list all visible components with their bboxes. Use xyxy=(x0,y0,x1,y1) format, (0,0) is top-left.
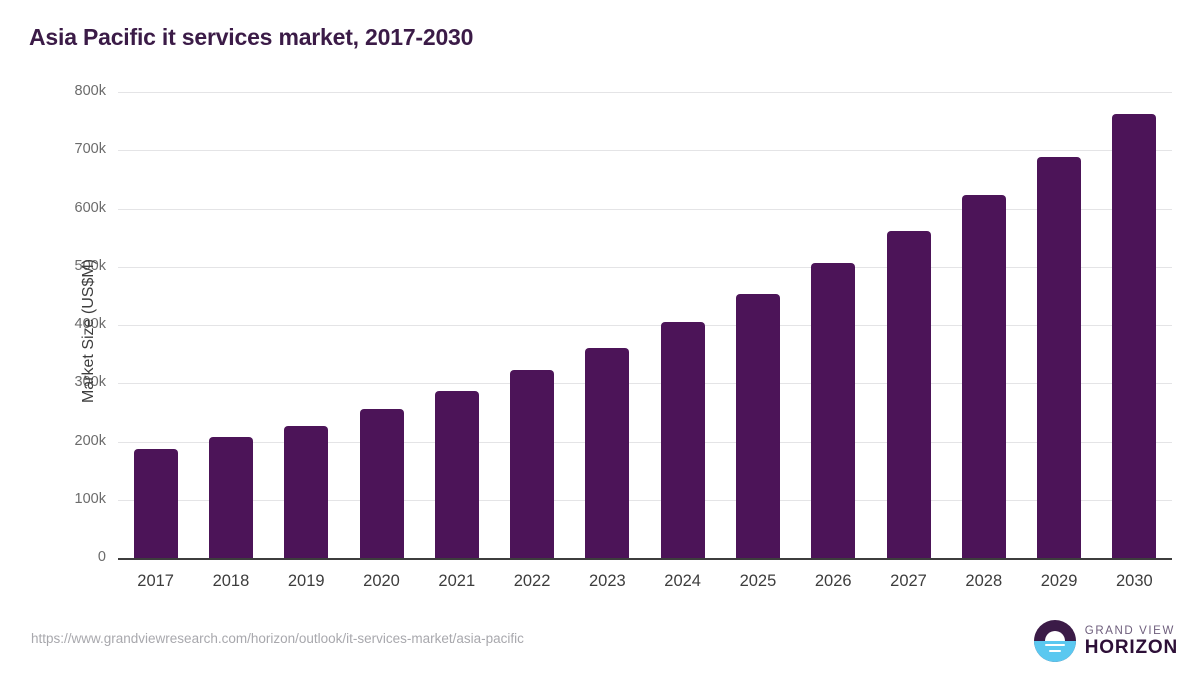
bar-2020[interactable] xyxy=(359,409,404,558)
bar-2018[interactable] xyxy=(208,437,253,558)
x-axis-line xyxy=(118,558,1172,560)
gridline xyxy=(118,441,1172,443)
y-axis-tick-label: 100k xyxy=(74,490,106,507)
bar-2030[interactable] xyxy=(1112,114,1157,558)
logo-brand-top: GRAND VIEW xyxy=(1084,624,1175,637)
y-axis-tick-label: 200k xyxy=(74,432,106,449)
y-axis-tick-label: 0 xyxy=(97,549,106,565)
y-axis-tick-label: 700k xyxy=(74,141,106,158)
gridline xyxy=(118,325,1172,326)
plot-area xyxy=(118,92,1172,558)
x-axis-tick-label: 2027 xyxy=(890,572,927,590)
bar-2022[interactable] xyxy=(510,370,555,558)
y-axis-tick-label: 600k xyxy=(74,199,106,216)
gridline xyxy=(118,499,1172,501)
gridline xyxy=(118,266,1172,268)
bar-2027[interactable] xyxy=(886,230,931,558)
gridline xyxy=(118,383,1172,385)
x-axis-tick-label: 2018 xyxy=(212,572,250,590)
bar-2029[interactable] xyxy=(1037,156,1082,558)
logo-ray-lower xyxy=(1048,649,1061,652)
x-axis-tick-label: 2023 xyxy=(588,572,626,590)
x-axis-tick-label: 2021 xyxy=(438,572,476,590)
x-axis-tick-label: 2025 xyxy=(739,572,777,590)
horizon-sun-icon xyxy=(1033,620,1076,662)
x-axis-tick-label: 2026 xyxy=(814,572,852,590)
x-axis-tick-label: 2020 xyxy=(363,572,400,590)
x-axis-tick-label: 2019 xyxy=(287,572,325,590)
bar-2025[interactable] xyxy=(735,293,780,558)
source-url[interactable]: https://www.grandviewresearch.com/horizo… xyxy=(31,631,524,646)
page-title: Asia Pacific it services market, 2017-20… xyxy=(29,24,474,50)
brand-logo[interactable]: GRAND VIEW HORIZON xyxy=(1033,618,1178,664)
logo-brand-bottom: HORIZON xyxy=(1084,637,1178,659)
y-axis-title: Market Size (US$M) xyxy=(80,258,97,404)
y-axis-tick-label: 300k xyxy=(74,374,106,391)
bar-2019[interactable] xyxy=(284,426,329,558)
gridline xyxy=(118,150,1172,152)
bar-2023[interactable] xyxy=(585,347,630,558)
x-axis-tick-label: 2028 xyxy=(965,572,1003,590)
y-axis-tick-label: 400k xyxy=(74,316,106,332)
gridline xyxy=(118,208,1172,210)
logo-ray-upper xyxy=(1044,644,1065,647)
logo-text: GRAND VIEW HORIZON xyxy=(1085,624,1178,658)
x-axis-tick-label: 2017 xyxy=(137,572,174,590)
bar-2028[interactable] xyxy=(961,195,1006,558)
x-axis-tick-label: 2029 xyxy=(1040,572,1078,590)
y-axis-tick-label: 500k xyxy=(74,257,106,274)
logo-sun-shape xyxy=(1044,631,1065,641)
gridline xyxy=(118,92,1172,93)
bar-2021[interactable] xyxy=(434,391,479,558)
x-axis-tick-label: 2022 xyxy=(513,572,551,590)
y-axis-tick-label: 800k xyxy=(74,83,106,99)
bar-2026[interactable] xyxy=(811,263,856,558)
bar-2024[interactable] xyxy=(660,321,705,558)
bar-2017[interactable] xyxy=(133,448,178,558)
x-axis-tick-label: 2024 xyxy=(664,572,701,590)
x-axis-tick-label: 2030 xyxy=(1115,572,1153,590)
